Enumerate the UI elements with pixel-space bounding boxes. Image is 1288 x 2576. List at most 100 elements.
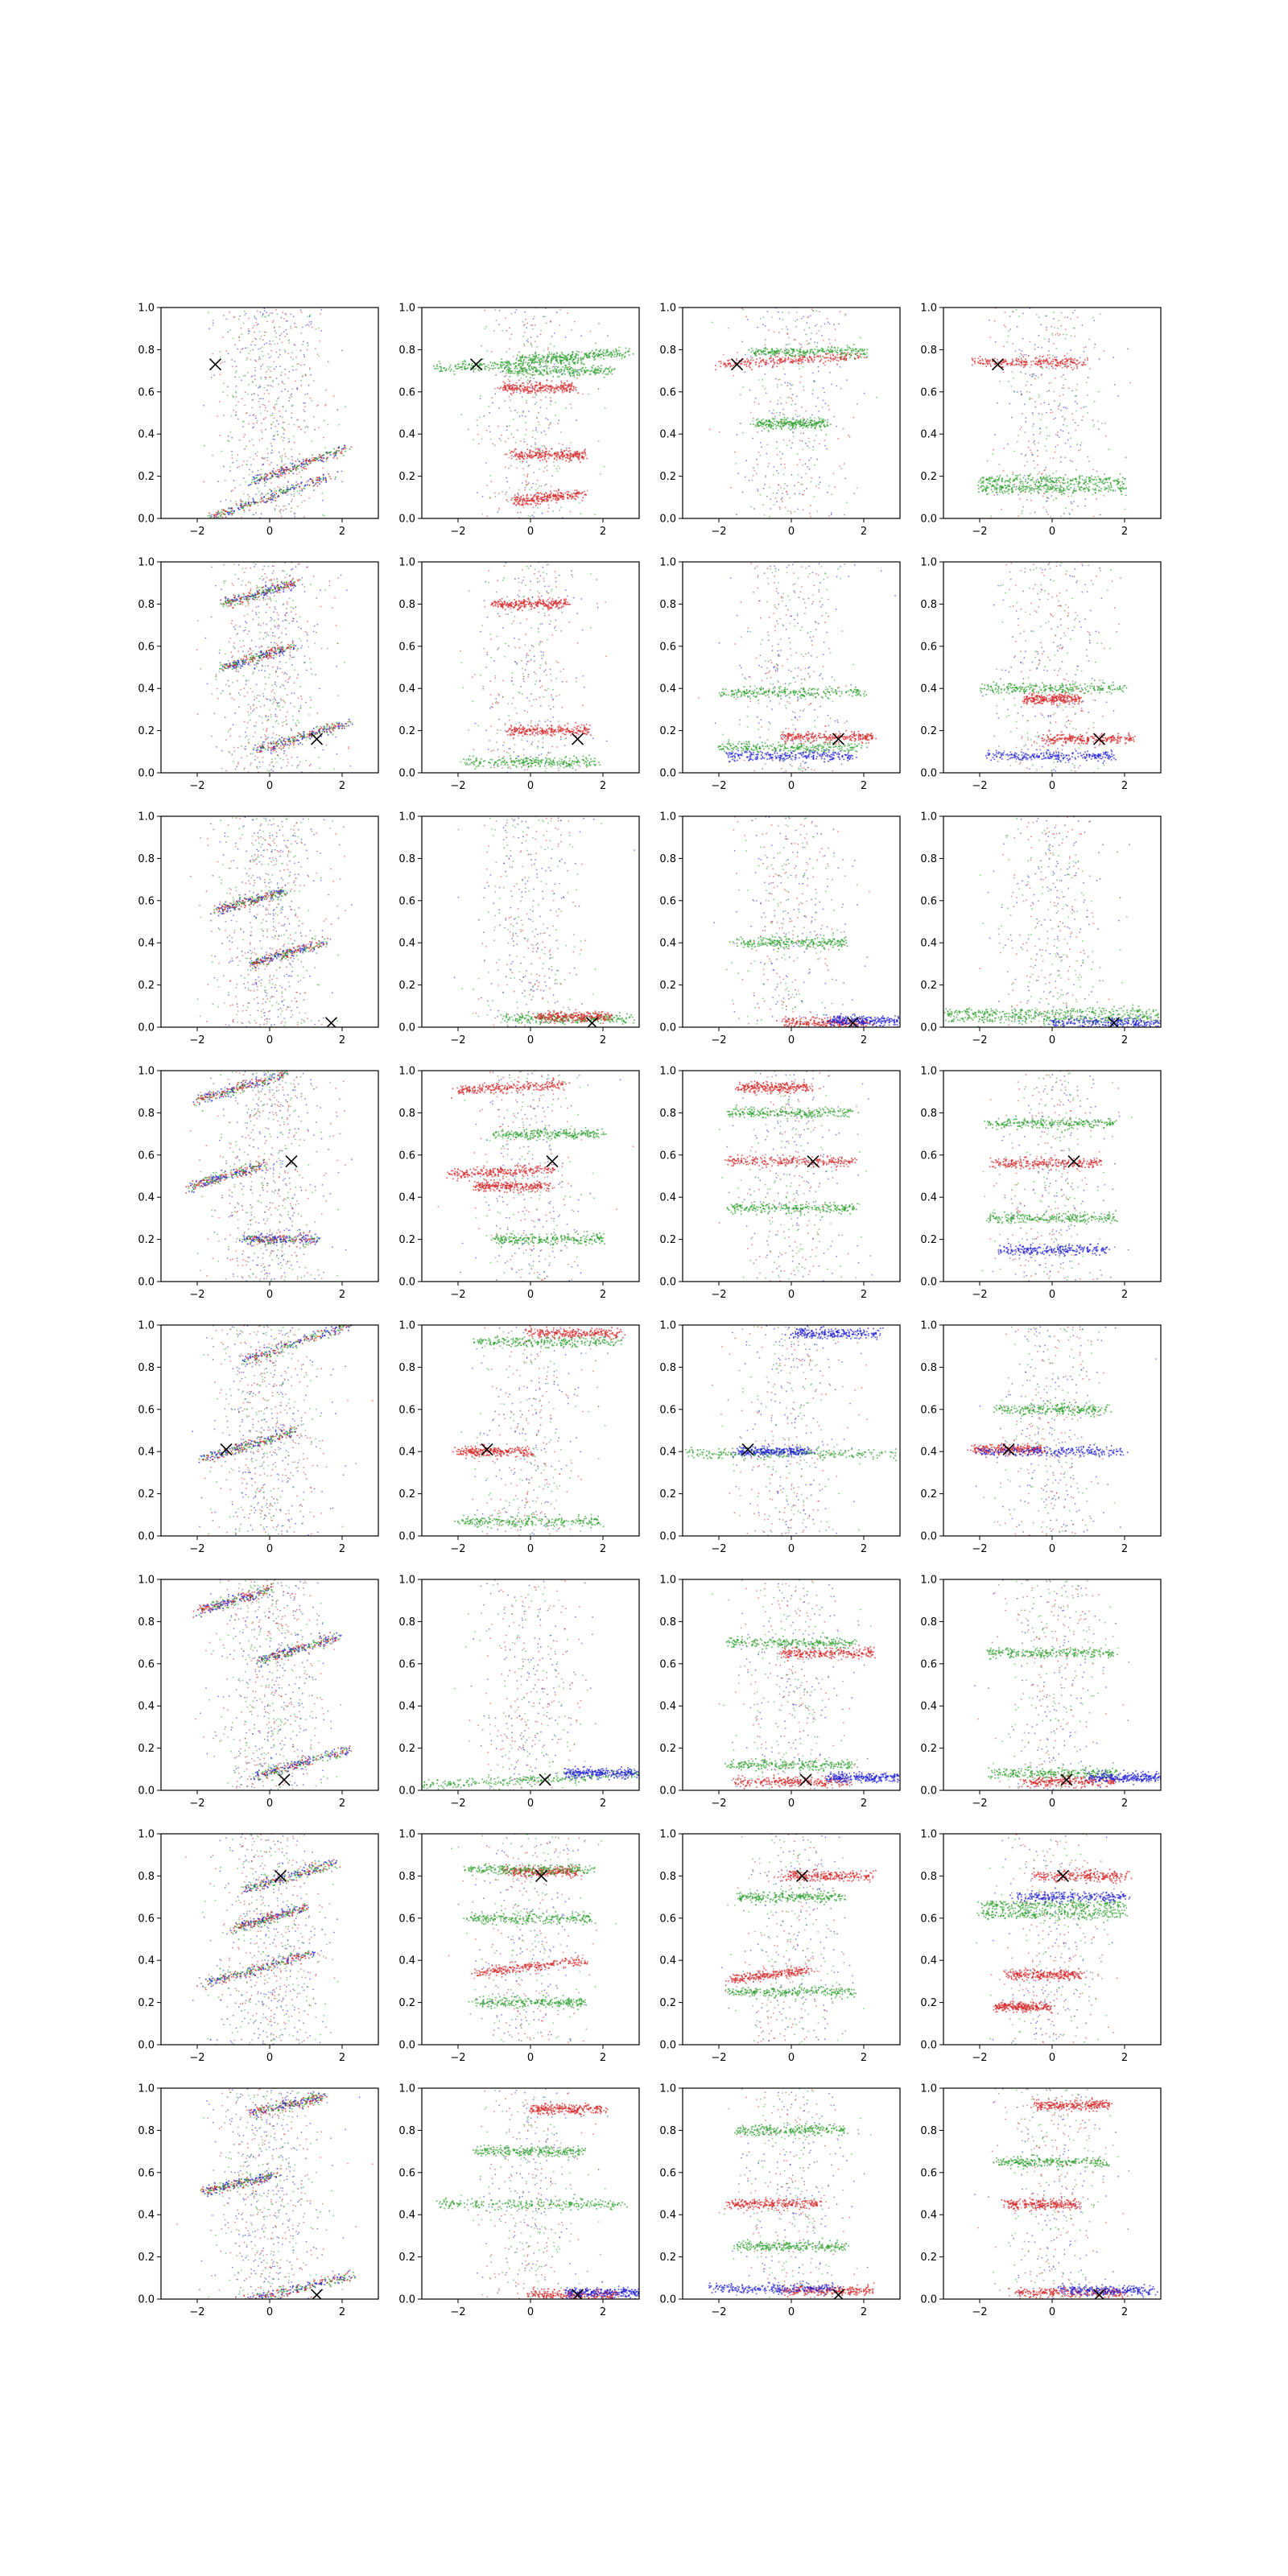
band-point: [567, 497, 569, 500]
band-point: [489, 367, 491, 369]
band-point: [311, 479, 313, 481]
scatter-point: [1098, 428, 1100, 430]
scatter-point: [485, 429, 488, 431]
band-point: [560, 386, 563, 389]
band-point: [599, 350, 601, 353]
scatter-point: [553, 489, 555, 492]
band-point: [540, 456, 543, 458]
band-point: [813, 420, 815, 423]
scatter-point: [818, 411, 819, 412]
scatter-point: [757, 326, 758, 328]
scatter-point: [281, 460, 283, 463]
scatter-point: [808, 447, 811, 449]
band-point: [461, 364, 464, 366]
band-point: [790, 360, 792, 362]
scatter-point: [1018, 493, 1020, 496]
band-point: [270, 497, 272, 499]
scatter-point: [1104, 422, 1106, 424]
scatter-point: [268, 385, 270, 386]
band-point: [249, 505, 251, 507]
scatter-point: [1066, 353, 1068, 355]
scatter-point: [749, 411, 752, 414]
band-point: [231, 508, 233, 510]
band-point: [285, 469, 287, 471]
scatter-point: [1034, 374, 1037, 377]
scatter-point: [338, 424, 340, 426]
scatter-point: [765, 476, 766, 478]
scatter-point: [251, 407, 254, 409]
scatter-point: [1065, 333, 1067, 336]
band-point: [768, 426, 770, 427]
scatter-point: [1060, 324, 1063, 327]
band-point: [770, 421, 772, 423]
band-point: [477, 369, 480, 371]
scatter-point: [235, 501, 237, 503]
band-point: [588, 355, 590, 357]
scatter-point: [543, 446, 546, 448]
scatter-point: [801, 440, 803, 442]
band-point: [324, 477, 327, 479]
band-point: [570, 388, 572, 390]
scatter-point: [258, 439, 261, 441]
scatter-point: [831, 493, 832, 496]
scatter-point: [814, 381, 815, 383]
band-point: [508, 387, 510, 390]
scatter-point: [1051, 332, 1053, 335]
scatter-points: [432, 308, 634, 518]
scatter-point: [786, 490, 787, 492]
scatter-point: [780, 498, 782, 500]
scatter-point: [1037, 449, 1038, 452]
scatter-point: [797, 473, 799, 476]
band-point: [597, 353, 600, 356]
band-point: [524, 452, 526, 454]
scatter-point: [279, 349, 281, 351]
scatter-point: [270, 376, 271, 378]
band-point: [788, 421, 791, 423]
band-point: [522, 354, 524, 357]
band-point: [245, 504, 247, 506]
band-point: [798, 360, 800, 362]
scatter-point: [764, 483, 766, 485]
band-point: [801, 361, 803, 363]
scatter-point: [275, 378, 278, 379]
scatter-point: [498, 407, 500, 409]
scatter-point: [535, 427, 537, 429]
scatter-point: [755, 473, 758, 475]
scatter-point: [797, 481, 799, 484]
scatter-point: [758, 451, 760, 453]
scatter-point: [745, 316, 747, 318]
scatter-point: [303, 458, 304, 460]
scatter-point: [846, 502, 848, 504]
scatter-point: [252, 514, 254, 516]
band-point: [539, 456, 541, 458]
band-point: [549, 454, 551, 456]
band-point: [506, 384, 509, 386]
scatter-point: [786, 333, 789, 335]
band-point: [553, 353, 555, 356]
band-point: [750, 361, 752, 364]
band-point: [778, 351, 781, 353]
band-point: [539, 390, 541, 392]
band-point: [575, 451, 577, 453]
band-point: [795, 423, 798, 426]
scatter-point: [276, 343, 279, 345]
scatter-point: [254, 331, 255, 333]
scatter-point: [291, 412, 293, 414]
band-point: [1046, 354, 1049, 357]
band-point: [595, 349, 597, 351]
x-tick-label: 0: [527, 526, 534, 538]
band-point: [514, 387, 517, 390]
band-point: [542, 459, 544, 461]
scatter-point: [576, 419, 577, 421]
scatter-point: [1003, 345, 1005, 348]
scatter-point: [271, 321, 274, 324]
scatter-point: [791, 384, 794, 386]
scatter-point: [1055, 497, 1057, 500]
band-point: [310, 478, 312, 481]
scatter-point: [799, 459, 801, 461]
band-point: [572, 390, 575, 392]
scatter-point: [1037, 478, 1039, 481]
scatter-point: [791, 397, 793, 399]
scatter-point: [1047, 497, 1050, 499]
scatter-point: [288, 341, 291, 344]
